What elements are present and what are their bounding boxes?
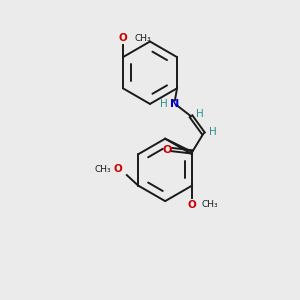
Text: CH₃: CH₃ [202,200,218,209]
Text: H: H [160,99,168,109]
Text: H: H [209,127,217,137]
Text: O: O [113,164,122,174]
Text: CH₃: CH₃ [95,165,111,174]
Text: H: H [196,109,204,119]
Text: O: O [118,33,127,43]
Text: N: N [170,99,180,109]
Text: CH₃: CH₃ [134,34,151,43]
Text: O: O [188,200,197,210]
Text: O: O [163,145,172,154]
